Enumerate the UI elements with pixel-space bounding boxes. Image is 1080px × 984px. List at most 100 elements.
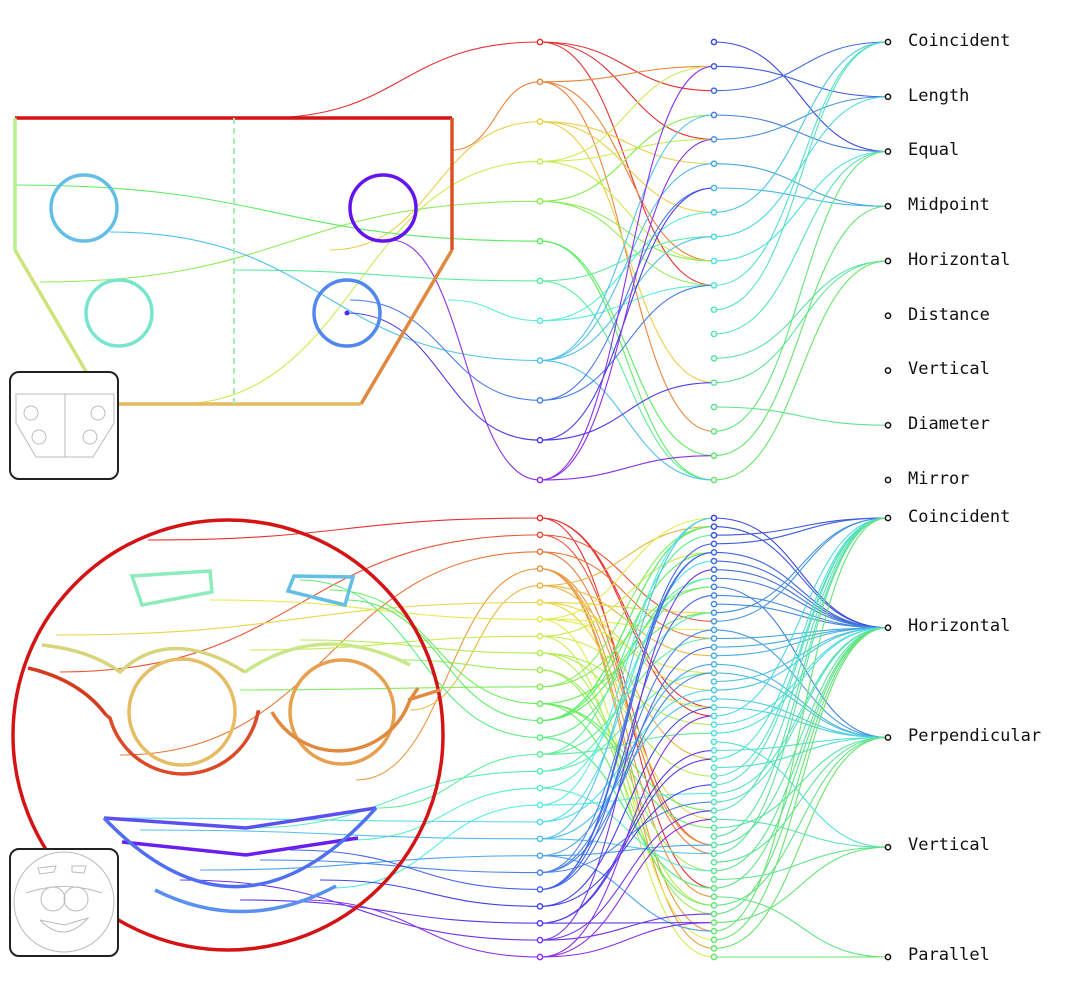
constraint-node <box>710 833 718 840</box>
link-curve <box>539 922 715 958</box>
link-curve <box>539 81 715 262</box>
constraint-node <box>710 330 718 338</box>
link-curve <box>713 627 889 872</box>
link-curve <box>539 543 715 891</box>
sketch-circle <box>348 173 418 243</box>
link-curve <box>539 551 715 855</box>
link-curve <box>539 526 715 587</box>
constraint-type-node <box>884 953 892 961</box>
constraint-type-node <box>884 257 892 265</box>
link-curve <box>713 846 889 881</box>
link-curve <box>539 810 715 941</box>
glasses-arm-right <box>407 688 441 702</box>
link-curve <box>539 568 715 949</box>
link-curve <box>713 569 889 629</box>
link-curve <box>539 629 715 874</box>
label-diameter: Diameter <box>908 414 990 434</box>
link-curve <box>539 517 715 806</box>
constraint-node <box>710 893 718 901</box>
constraint-node <box>710 379 718 387</box>
link-curve <box>539 41 715 92</box>
link-curve <box>539 200 715 286</box>
constraint-node <box>710 867 718 875</box>
link-curve <box>539 577 715 739</box>
link-curve <box>539 455 715 481</box>
primitive-node <box>536 886 544 893</box>
constraint-node <box>710 936 718 944</box>
link-curve <box>539 280 715 481</box>
primitive-node <box>536 615 544 623</box>
link-curve <box>713 517 889 932</box>
primitive-node <box>536 158 544 165</box>
link-curve <box>539 551 715 640</box>
link-curve <box>713 818 889 848</box>
link-curve <box>539 706 715 907</box>
constraint-node <box>710 184 718 192</box>
link-curve <box>59 534 541 673</box>
link-curve <box>713 517 889 545</box>
link-curve <box>713 41 889 286</box>
link-curve <box>139 829 541 840</box>
link-curve <box>713 517 889 622</box>
glasses-frame-right <box>270 687 420 753</box>
top-constraint-labels: Coincident Length Equal Midpoint Horizon… <box>908 31 1010 489</box>
bottom-sketch <box>11 518 445 952</box>
link-curve <box>713 736 889 949</box>
link-curve <box>539 163 715 362</box>
primitive-node <box>536 784 544 792</box>
link-curve <box>539 635 715 958</box>
link-curve <box>539 703 715 829</box>
mouth-lower-arc <box>154 884 337 914</box>
primitive-node <box>536 78 544 86</box>
link-curve <box>539 663 715 857</box>
link-curve <box>539 586 715 722</box>
glasses-bridge-right <box>244 642 411 674</box>
link-curve <box>539 736 715 889</box>
link-curve <box>713 150 889 335</box>
label-perpendicular: Perpendicular <box>908 726 1041 746</box>
constraint-node <box>710 824 718 832</box>
link-curve <box>539 121 715 165</box>
link-curve <box>713 41 889 92</box>
primitive-node <box>536 531 544 539</box>
link-curve <box>289 849 541 891</box>
links-layer <box>14 41 889 958</box>
link-curve <box>299 639 541 654</box>
primitive-node <box>536 751 544 758</box>
link-curve <box>539 792 715 806</box>
label-distance: Distance <box>908 305 990 325</box>
link-curve <box>713 517 889 760</box>
primitive-node <box>536 852 544 860</box>
link-curve <box>713 736 889 769</box>
constraint-node <box>710 755 718 763</box>
constraint-node <box>710 686 718 694</box>
link-curve <box>539 236 715 282</box>
label-coincident: Coincident <box>908 507 1010 527</box>
primitive-node <box>536 717 544 724</box>
link-curve <box>713 517 889 855</box>
link-curve <box>319 879 541 907</box>
link-curve <box>355 568 541 781</box>
link-curve <box>539 652 715 906</box>
link-curve <box>539 646 715 891</box>
link-curve <box>539 359 715 481</box>
link-curve <box>713 96 889 140</box>
link-curve <box>329 589 541 705</box>
constraint-node <box>710 747 718 754</box>
constraint-node <box>710 798 718 806</box>
link-curve <box>713 41 889 153</box>
link-curve <box>713 594 889 629</box>
constraint-type-node <box>884 421 892 429</box>
link-curve <box>239 899 541 924</box>
link-curve <box>713 260 889 481</box>
mouth-top <box>103 806 377 830</box>
constraint-type-node <box>884 38 892 46</box>
link-curve <box>539 138 715 163</box>
link-curve <box>713 896 889 958</box>
label-vertical: Vertical <box>908 359 990 379</box>
constraint-type-node <box>884 476 892 484</box>
constraint-node <box>710 850 718 858</box>
constraint-node <box>710 876 718 883</box>
link-curve <box>447 299 541 322</box>
